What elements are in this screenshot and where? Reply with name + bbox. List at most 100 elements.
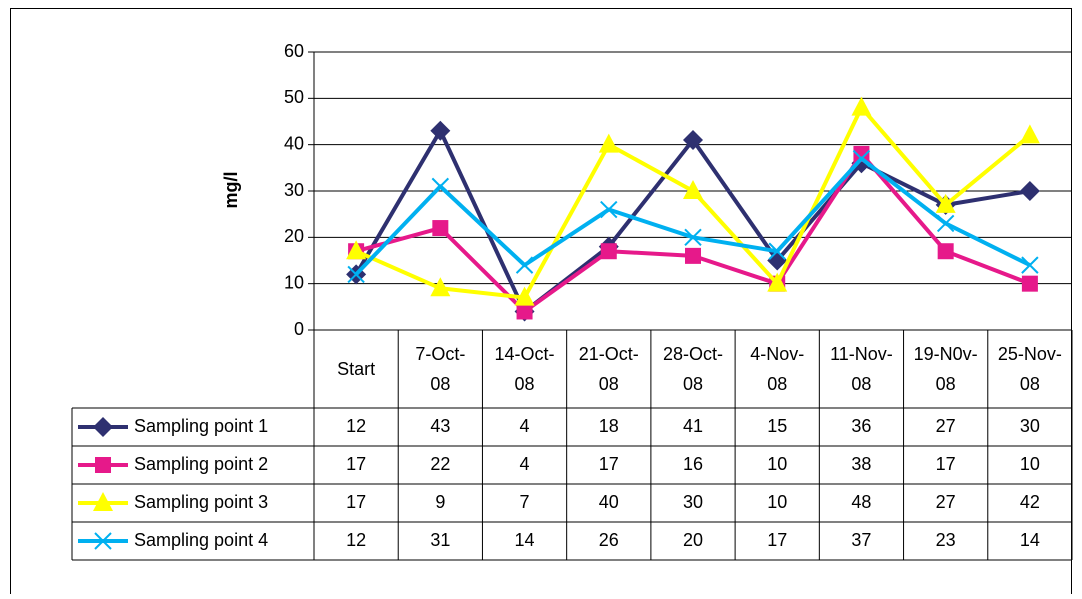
x-tick-label: 28-Oct-08 xyxy=(662,344,723,394)
marker xyxy=(683,130,703,151)
marker xyxy=(684,228,702,247)
table-value: 16 xyxy=(683,454,703,474)
x-tick-label: 7-Oct-08 xyxy=(415,344,466,394)
table-value: 30 xyxy=(683,492,703,512)
marker xyxy=(936,214,955,233)
category-cell: 14-Oct-08 xyxy=(494,344,555,394)
marker xyxy=(431,177,450,196)
table-value: 23 xyxy=(936,530,956,550)
table-value: 31 xyxy=(430,530,450,550)
category-cell: Start xyxy=(337,359,376,379)
y-tick-label: 20 xyxy=(284,226,304,246)
table-value: 42 xyxy=(1020,492,1040,512)
table-value: 38 xyxy=(851,454,871,474)
legend-label: Sampling point 4 xyxy=(134,530,268,550)
table-value: 37 xyxy=(851,530,871,550)
marker xyxy=(430,120,451,141)
table-value: 10 xyxy=(1020,454,1040,474)
table-value: 48 xyxy=(851,492,871,512)
y-tick-label: 0 xyxy=(294,319,304,339)
table-value: 43 xyxy=(430,416,450,436)
table-value: 17 xyxy=(767,530,787,550)
x-tick-label: 4-Nov-08 xyxy=(750,344,805,394)
marker xyxy=(1019,181,1040,201)
table-value: 27 xyxy=(936,492,956,512)
x-tick-label: 25-Nov-08 xyxy=(997,344,1062,394)
table-value: 17 xyxy=(346,454,366,474)
marker xyxy=(514,286,535,306)
legend-marker xyxy=(93,417,113,437)
category-cell: 7-Oct-08 xyxy=(415,344,466,394)
y-tick-label: 10 xyxy=(284,272,304,292)
marker xyxy=(935,193,956,213)
y-tick-label: 50 xyxy=(284,87,304,107)
x-tick-label: Start xyxy=(337,359,376,379)
legend-label: Sampling point 1 xyxy=(134,416,268,436)
category-cell: 4-Nov-08 xyxy=(750,344,805,394)
x-tick-label: 11-Nov-08 xyxy=(830,344,893,394)
legend-label: Sampling point 3 xyxy=(134,492,268,512)
marker xyxy=(767,272,788,292)
chart-frame xyxy=(10,8,1072,599)
table-value: 17 xyxy=(599,454,619,474)
table-value: 41 xyxy=(683,416,703,436)
table-value: 17 xyxy=(346,492,366,512)
y-tick-label: 60 xyxy=(284,41,304,61)
category-cell: 21-Oct-08 xyxy=(578,344,639,394)
x-tick-label: 14-Oct-08 xyxy=(494,344,555,394)
table-value: 10 xyxy=(767,454,787,474)
legend-marker xyxy=(94,532,112,550)
table-value: 40 xyxy=(599,492,619,512)
table-value: 20 xyxy=(683,530,703,550)
table-value: 14 xyxy=(515,530,535,550)
table-value: 7 xyxy=(520,492,530,512)
table-value: 15 xyxy=(767,416,787,436)
table-value: 9 xyxy=(435,492,445,512)
marker xyxy=(347,265,365,284)
y-tick-label: 30 xyxy=(284,180,304,200)
marker xyxy=(1021,275,1038,292)
marker xyxy=(600,243,617,260)
y-axis-label: mg/l xyxy=(221,171,241,208)
table-value: 17 xyxy=(936,454,956,474)
marker xyxy=(768,242,786,260)
table-value: 27 xyxy=(936,416,956,436)
table-value: 22 xyxy=(430,454,450,474)
table-value: 36 xyxy=(851,416,871,436)
marker xyxy=(515,256,534,274)
table-value: 14 xyxy=(1020,530,1040,550)
table-value: 10 xyxy=(767,492,787,512)
y-tick-label: 40 xyxy=(284,133,304,153)
marker xyxy=(516,303,533,320)
marker xyxy=(683,180,703,199)
table-value: 12 xyxy=(346,416,366,436)
table-value: 30 xyxy=(1020,416,1040,436)
series-line xyxy=(355,151,1031,314)
legend-marker xyxy=(95,457,111,473)
x-tick-label: 19-N0v-08 xyxy=(913,344,978,394)
category-cell: 11-Nov-08 xyxy=(830,344,893,394)
marker xyxy=(937,243,954,260)
marker xyxy=(346,240,367,260)
x-tick-label: 21-Oct-08 xyxy=(578,344,639,394)
series-line xyxy=(354,128,1031,314)
marker xyxy=(598,133,619,153)
table-value: 18 xyxy=(599,416,619,436)
category-cell: 25-Nov-08 xyxy=(997,344,1062,394)
marker xyxy=(851,96,872,116)
legend-label: Sampling point 2 xyxy=(134,454,268,474)
legend-marker xyxy=(93,492,113,511)
marker xyxy=(685,247,701,264)
table-value: 4 xyxy=(520,454,530,474)
marker xyxy=(853,145,870,162)
category-cell: 19-N0v-08 xyxy=(913,344,978,394)
marker xyxy=(430,277,451,297)
marker xyxy=(600,200,618,219)
table-value: 26 xyxy=(599,530,619,550)
marker xyxy=(1019,124,1040,144)
marker xyxy=(1021,256,1039,274)
category-cell: 28-Oct-08 xyxy=(662,344,723,394)
table-value: 12 xyxy=(346,530,366,550)
